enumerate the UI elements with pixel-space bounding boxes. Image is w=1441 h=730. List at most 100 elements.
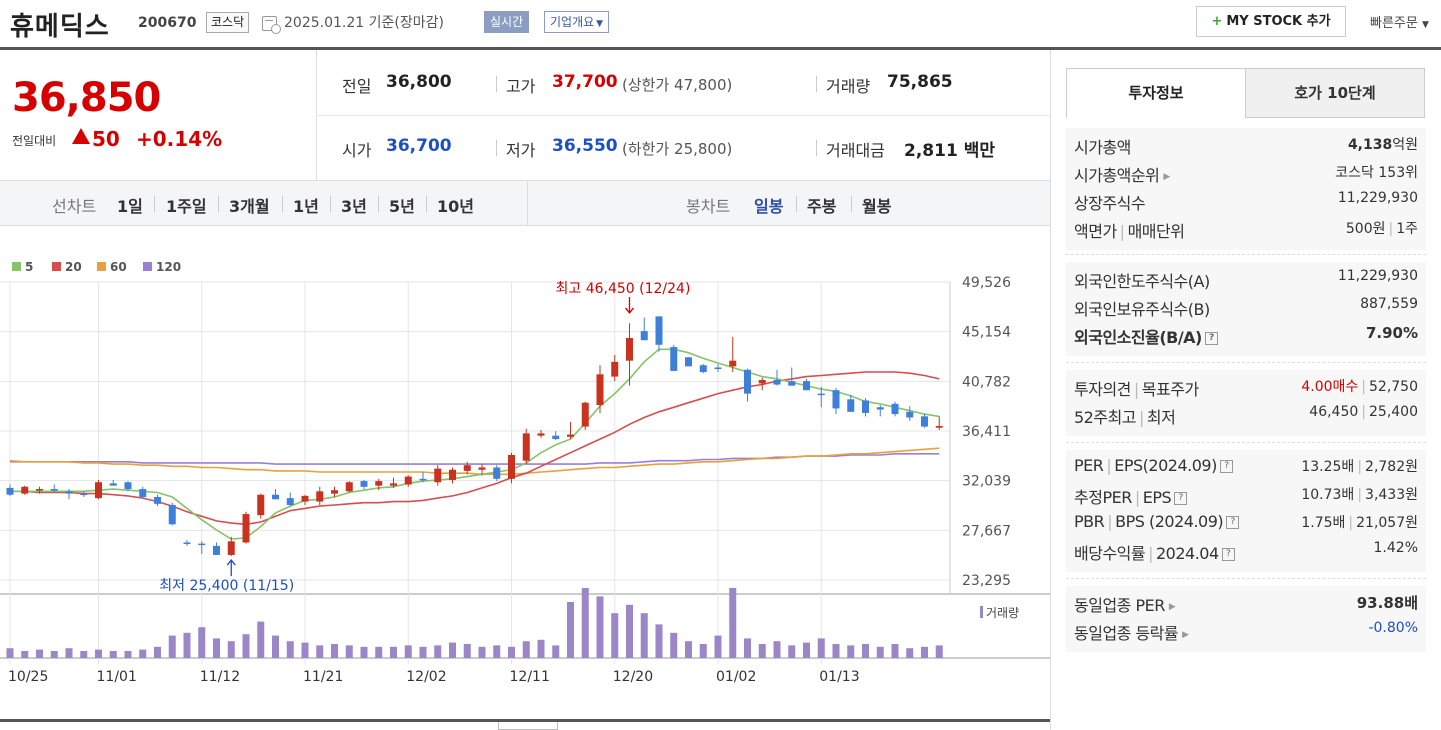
candle-body (611, 361, 619, 377)
sector-change-value: -0.80% (1368, 620, 1418, 636)
candle-body (832, 390, 840, 409)
clock-calendar-icon (262, 16, 281, 34)
volume-bar (596, 596, 604, 658)
volume-bar (655, 624, 663, 658)
volume-bar (508, 646, 515, 658)
divider (527, 181, 528, 225)
price-chart[interactable]: 49,526 45,154 40,782 36,411 32,039 27,667 23,2… (0, 228, 1050, 720)
volume-bar (891, 644, 899, 658)
market-cap-number: 4,138 (1347, 137, 1393, 153)
volume-bar (21, 651, 29, 658)
candle-body (581, 402, 589, 427)
period-1y[interactable]: 1년 (293, 197, 319, 216)
help-icon[interactable]: ? (1204, 332, 1218, 345)
dividend-value: 1.42% (1373, 540, 1418, 556)
volume-bar (788, 645, 796, 658)
target-price-number: 52,750 (1369, 379, 1418, 395)
legend-label: 5 (25, 260, 33, 274)
add-my-stock-button[interactable]: + MY STOCK 추가 (1196, 6, 1346, 37)
per-text: PER (1074, 456, 1104, 475)
high-annotation: 최고 46,450 (12/24) (556, 281, 691, 297)
period-3m[interactable]: 3개월 (229, 197, 270, 216)
foreign-group: 외국인한도주식수(A) 11,229,930 외국인보유주식수(B) 887,559… (1066, 262, 1426, 356)
volume-bar (213, 638, 220, 658)
candle-weekly[interactable]: 주봉 (807, 197, 837, 216)
volume-bar (95, 649, 102, 658)
candle-body (109, 483, 117, 486)
dividend-label: 배당수익률 | 2024.04? (1074, 540, 1235, 564)
divider (1066, 254, 1426, 255)
quick-order-button[interactable]: 빠른주문 ▼ (1370, 12, 1429, 31)
candle-body (404, 476, 412, 485)
par-value-row: 액면가 | 매매단위 500원 | 1주 (1074, 218, 1418, 246)
realtime-button[interactable]: 실시간 (484, 11, 530, 33)
volume-bar (404, 645, 412, 658)
volume-bar (360, 646, 368, 658)
candle-body (670, 347, 678, 371)
volume-bar (301, 642, 309, 658)
candle-body (803, 381, 810, 391)
period-3y[interactable]: 3년 (341, 197, 367, 216)
opinion-number: 4.00매수 (1301, 379, 1359, 395)
divider: | (1148, 544, 1153, 563)
period-10y[interactable]: 10년 (437, 197, 474, 216)
market-cap-unit: 억원 (1392, 137, 1418, 153)
up-triangle-icon (72, 128, 90, 144)
amount-number: 2,811 (904, 141, 958, 161)
volume-bar (463, 644, 471, 658)
market-cap-rank-label: 시가총액순위 ▶ (1074, 162, 1170, 186)
volume-bar (817, 638, 825, 658)
volume-bar (286, 641, 294, 658)
candle-body (478, 467, 486, 470)
divider (496, 76, 497, 92)
sector-per-row[interactable]: 동일업종 PER ▶ 93.88배 (1074, 592, 1418, 620)
market-cap-rank-value: 코스닥 153위 (1335, 165, 1418, 181)
week52-value: 46,450 | 25,400 (1309, 404, 1418, 420)
help-icon[interactable]: ? (1226, 516, 1240, 529)
volume-bar (493, 645, 501, 658)
divider: | (1361, 379, 1366, 395)
candle-body (360, 481, 368, 487)
divider (1066, 578, 1426, 579)
help-icon[interactable]: ? (1221, 548, 1235, 561)
tab-investment-info[interactable]: 투자정보 (1066, 68, 1246, 118)
foreign-limit-row: 외국인한도주식수(A) 11,229,930 (1074, 268, 1418, 296)
volume-bar (567, 602, 574, 658)
divider (816, 76, 817, 92)
company-overview-button[interactable]: 기업개요 ▼ (544, 11, 610, 33)
period-1w[interactable]: 1주일 (166, 197, 207, 216)
period-1d[interactable]: 1일 (117, 197, 143, 216)
candle-body (36, 489, 43, 491)
chevron-down-icon: ▼ (1421, 20, 1429, 30)
candle-daily[interactable]: 일봉 (754, 197, 784, 216)
per-number: 13.25배 (1301, 459, 1355, 475)
period-5y[interactable]: 5년 (389, 197, 415, 216)
market-cap-group: 시가총액 4,138억원 시가총액순위 ▶ 코스닥 153위 상장주식수 11,229,… (1066, 128, 1426, 250)
volume-bar (124, 651, 132, 658)
help-icon[interactable]: ? (1174, 492, 1188, 505)
scroll-tab[interactable] (498, 722, 558, 730)
legend-swatch (52, 262, 61, 271)
market-tag: 코스닥 (206, 12, 250, 33)
eps-number: 2,782원 (1365, 459, 1418, 475)
y-tick-label: 23,295 (962, 573, 1011, 589)
candle-monthly[interactable]: 월봉 (862, 197, 892, 216)
week52-low-text: 최저 (1146, 408, 1176, 427)
est-eps-number: 3,433원 (1365, 487, 1418, 503)
help-icon[interactable]: ? (1219, 460, 1233, 473)
sector-change-row[interactable]: 동일업종 등락률 ▶ -0.80% (1074, 620, 1418, 648)
x-tick-label: 12/20 (613, 669, 653, 685)
tab-order-book[interactable]: 호가 10단계 (1245, 68, 1425, 118)
quote-divider (316, 115, 1050, 116)
candle-body (242, 514, 250, 543)
legend-label: 60 (110, 260, 127, 274)
candle-body (331, 490, 338, 494)
volume-bar (80, 651, 88, 658)
foreign-rate-row: 외국인소진율(B/A)? 7.90% (1074, 324, 1418, 352)
trade-unit-number: 1주 (1396, 221, 1418, 237)
listed-shares-value: 11,229,930 (1337, 190, 1418, 206)
candle-body (6, 487, 14, 495)
candle-body (21, 486, 29, 494)
candle-body (714, 367, 722, 369)
volume-bar (109, 651, 117, 658)
